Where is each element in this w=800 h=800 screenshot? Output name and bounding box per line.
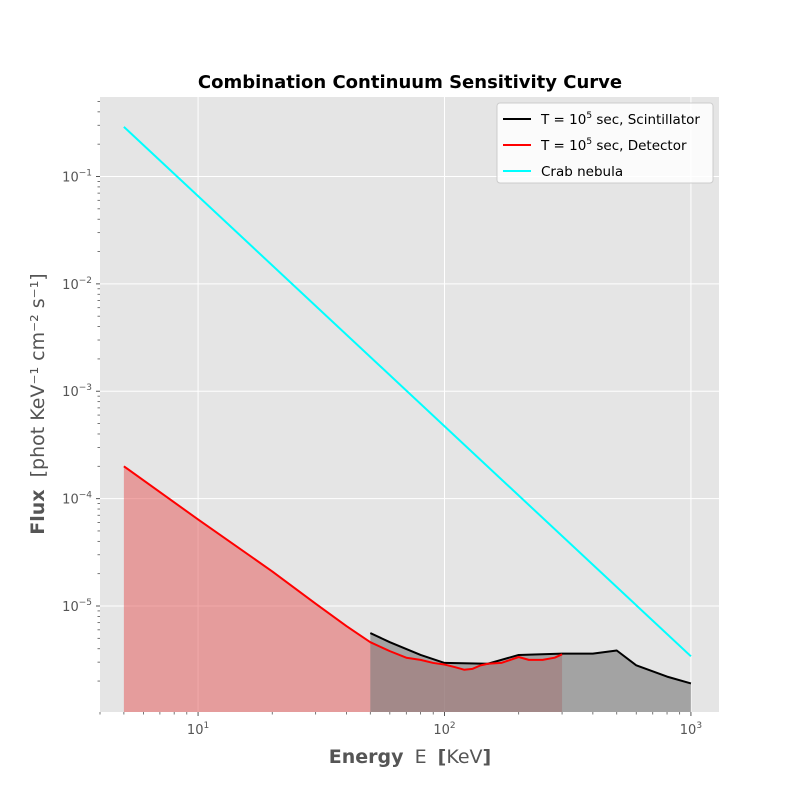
legend-label: Crab nebula [541,164,623,180]
x-axis-label-bracket-open: [ [438,746,447,768]
x-axis-label-bold: Energy [329,746,404,768]
series-line-0 [369,632,692,685]
y-tick-label: 10−4 [62,491,92,508]
legend-label: T = 105 sec, Detector [540,137,687,154]
y-tick-label: 10−1 [62,168,92,185]
y-tick-label: 10−5 [62,598,92,615]
y-tick-label: 10−2 [62,276,92,293]
x-axis-label-bracket-close: ] [483,746,492,768]
fill-area-0 [370,633,691,712]
legend-label: T = 105 sec, Scintillator [540,111,700,128]
axis-ticks: 101 102 103 10−5 10−4 10−3 10−2 10−1 [62,101,702,738]
series-line-1 [123,465,563,671]
x-axis-label: Energy E [KeV] [329,746,491,768]
x-axis-label-unit: KeV [446,746,482,768]
legend: T = 105 sec, Scintillator T = 105 sec, De… [496,102,714,184]
fill-area-1 [123,466,563,712]
x-tick-label: 101 [187,721,209,738]
y-axis-label-unit: [phot KeV⁻¹ cm⁻² s⁻¹] [27,273,49,477]
y-axis-label-bold: Flux [27,489,49,534]
y-tick-label: 10−3 [62,383,92,400]
x-tick-label: 103 [680,721,702,738]
x-axis-label-variable: E [415,746,427,768]
series-line-2 [123,126,692,658]
chart-title: Combination Continuum Sensitivity Curve [198,72,622,93]
legend-box [496,102,714,184]
x-tick-label: 102 [433,721,455,738]
series-lines [123,126,692,685]
y-axis-label: Flux [phot KeV⁻¹ cm⁻² s⁻¹] [27,273,49,534]
fill-areas [123,466,691,712]
